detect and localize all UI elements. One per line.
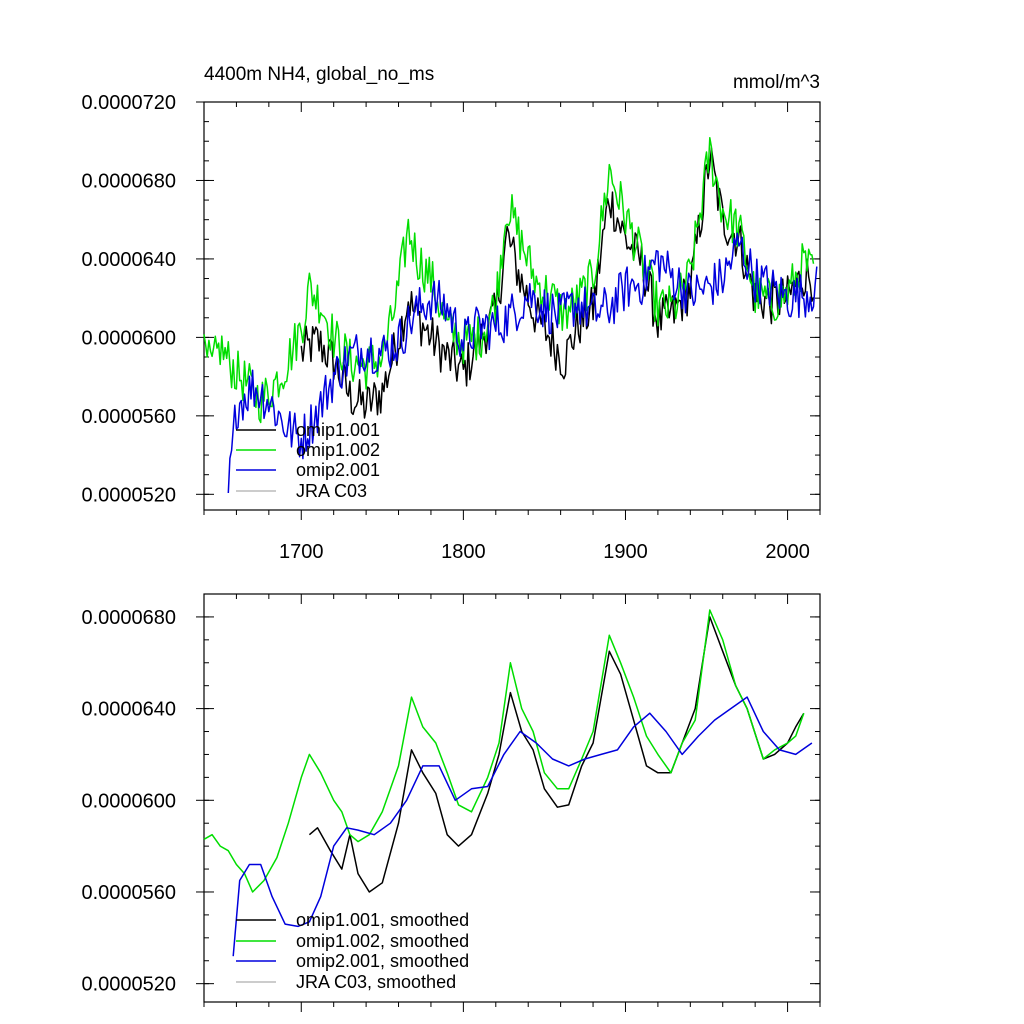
y-axis: 0.0000520 0.0000560 0.0000600 0.0000640 0.00…	[81, 593, 820, 996]
y-tick-label: 0.0000520	[81, 974, 176, 996]
omip1-002-smoothed-line	[203, 609, 805, 893]
y-tick-label: 0.0000640	[81, 249, 176, 271]
x-tick-label: 1900	[603, 541, 648, 563]
x-tick-label: 1800	[441, 541, 486, 563]
legend-label-jra-c03: JRA C03	[296, 481, 367, 501]
legend-label-omip2-001-smoothed: omip2.001, smoothed	[296, 951, 469, 971]
legend-label-omip2-001: omip2.001	[296, 460, 380, 480]
y-tick-label: 0.0000600	[81, 327, 176, 349]
x-tick-label: 1700	[279, 541, 324, 563]
legend-label-omip1-001: omip1.001	[296, 420, 380, 440]
legend-label-omip1-002: omip1.002	[296, 440, 380, 460]
legend-label-omip1-002-smoothed: omip1.002, smoothed	[296, 931, 469, 951]
bottom-panel: 0.0000520 0.0000560 0.0000600 0.0000640 0.00…	[81, 593, 821, 1012]
plot-frame	[203, 101, 821, 511]
series-group	[203, 137, 818, 494]
y-tick-label: 0.0000560	[81, 406, 176, 428]
omip2-001-line	[227, 232, 818, 494]
x-tick-label: 2000	[765, 541, 810, 563]
y-tick-label: 0.0000720	[81, 92, 176, 114]
y-tick-label: 0.0000680	[81, 607, 176, 629]
x-axis: 1700 1800 1900 2000	[203, 102, 821, 563]
y-tick-label: 0.0000640	[81, 699, 176, 721]
units-label: mmol/m^3	[733, 72, 820, 93]
omip1-002-line	[203, 137, 815, 424]
y-tick-label: 0.0000680	[81, 170, 176, 192]
x-axis	[203, 594, 821, 1012]
legend: omip1.001, smoothed omip1.002, smoothed …	[236, 910, 469, 992]
legend-label-jra-c03-smoothed: JRA C03, smoothed	[296, 972, 456, 992]
y-tick-label: 0.0000560	[81, 882, 176, 904]
omip1-001-smoothed-line	[308, 616, 805, 893]
series-group	[203, 609, 813, 957]
plot-frame	[203, 593, 821, 1003]
legend-label-omip1-001-smoothed: omip1.001, smoothed	[296, 910, 469, 930]
y-tick-label: 0.0000600	[81, 790, 176, 812]
omip2-001-smoothed-line	[232, 696, 813, 957]
y-axis: 0.0000520 0.0000560 0.0000600 0.0000640 0.00…	[81, 92, 820, 506]
top-panel: 4400m NH4, global_no_ms mmol/m^3 0.00005…	[81, 64, 821, 563]
y-tick-label: 0.0000520	[81, 484, 176, 506]
chart-title: 4400m NH4, global_no_ms	[204, 64, 434, 85]
legend: omip1.001 omip1.002 omip2.001 JRA C03	[236, 420, 380, 501]
omip1-001-line	[300, 147, 815, 419]
